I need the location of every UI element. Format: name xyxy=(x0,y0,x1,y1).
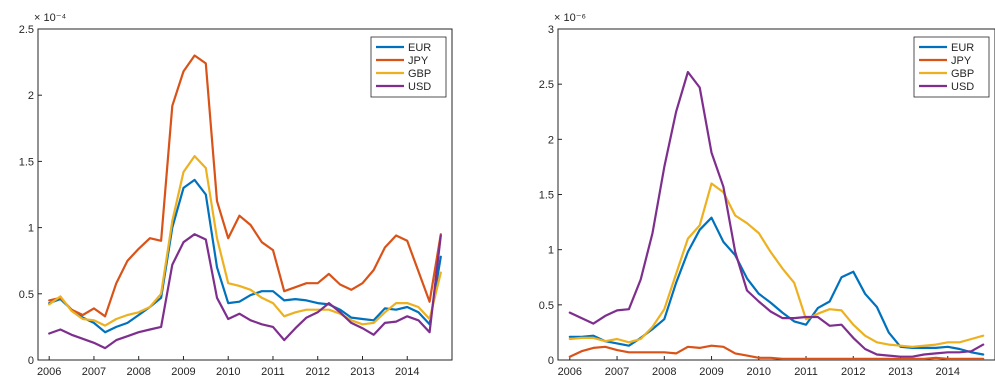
y-exponent-label: × 10⁻⁴ xyxy=(34,12,67,24)
y-tick-label: 2 xyxy=(548,134,554,146)
series-line-usd xyxy=(48,233,442,350)
y-tick-label: 0.5 xyxy=(19,289,34,301)
legend-label-usd: USD xyxy=(408,81,431,93)
series-line-eur xyxy=(48,178,442,334)
series-line-usd xyxy=(568,70,985,358)
y-tick-label: 2.5 xyxy=(19,24,34,36)
x-tick-label: 2008 xyxy=(126,366,150,378)
x-tick-label: 2014 xyxy=(395,366,419,378)
legend-label-eur: EUR xyxy=(408,42,431,54)
x-tick-label: 2010 xyxy=(216,366,240,378)
x-tick-label: 2011 xyxy=(794,366,818,378)
series-line-jpy xyxy=(48,54,442,318)
y-tick-label: 3 xyxy=(548,24,554,36)
legend-label-usd: USD xyxy=(951,81,974,93)
series-line-jpy xyxy=(568,344,985,360)
legend-label-eur: EUR xyxy=(951,42,974,54)
x-tick-label: 2007 xyxy=(605,366,629,378)
x-tick-label: 2007 xyxy=(82,366,106,378)
x-tick-label: 2009 xyxy=(171,366,195,378)
left-chart: 0 0.5 1 1.5 2 2.5 2006 2007 2008 2009 2010 2011 2012… xyxy=(19,12,453,378)
y-tick-label: 1 xyxy=(548,245,554,257)
legend-label-jpy: JPY xyxy=(951,55,972,67)
series-line-gbp xyxy=(568,182,985,348)
x-tick-label: 2013 xyxy=(350,366,374,378)
y-tick-label: 1.5 xyxy=(539,190,554,202)
x-tick-label: 2006 xyxy=(37,366,61,378)
legend-label-jpy: JPY xyxy=(408,55,429,67)
x-tick-label: 2012 xyxy=(305,366,329,378)
axes-frame xyxy=(37,28,453,361)
x-tick-label: 2008 xyxy=(652,366,676,378)
legend-label-gbp: GBP xyxy=(951,68,974,80)
y-tick-label: 0.5 xyxy=(539,300,554,312)
x-tick-label: 2014 xyxy=(936,366,960,378)
x-tick-label: 2013 xyxy=(888,366,912,378)
x-tick-label: 2006 xyxy=(558,366,582,378)
y-tick-label: 2.5 xyxy=(539,79,554,91)
y-tick-label: 2 xyxy=(28,90,34,102)
y-tick-label: 1.5 xyxy=(19,156,34,168)
right-chart: 0 0.5 1 1.5 2 2.5 3 2006 2007 2008 2009 2010 2011 201… xyxy=(539,12,995,378)
legend-label-gbp: GBP xyxy=(408,68,431,80)
series-line-gbp xyxy=(48,155,442,327)
y-tick-label: 0 xyxy=(548,355,554,367)
x-tick-label: 2010 xyxy=(747,366,771,378)
x-tick-label: 2011 xyxy=(261,366,285,378)
y-tick-label: 0 xyxy=(28,355,34,367)
x-tick-label: 2012 xyxy=(841,366,865,378)
x-tick-label: 2009 xyxy=(699,366,723,378)
y-tick-label: 1 xyxy=(28,223,34,235)
series-line-eur xyxy=(568,216,985,356)
y-exponent-label: × 10⁻⁶ xyxy=(554,12,586,24)
